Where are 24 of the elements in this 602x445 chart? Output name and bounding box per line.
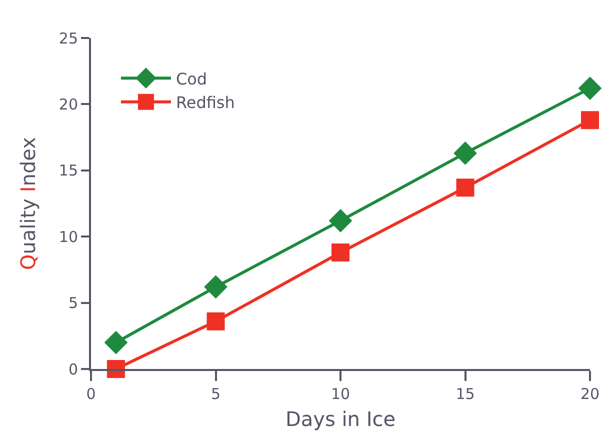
point <box>206 312 225 330</box>
y-axis-title: Quality Index <box>16 136 40 270</box>
point <box>104 330 128 354</box>
point <box>328 209 352 232</box>
y-tick-label: 5 <box>68 294 78 312</box>
point <box>456 178 474 197</box>
y-tick-label: 20 <box>58 95 78 114</box>
y-tick-label: 10 <box>58 228 78 246</box>
point <box>581 111 599 130</box>
x-tick-label: 0 <box>86 385 96 403</box>
point <box>332 243 350 262</box>
y-tick-label: 0 <box>68 360 78 378</box>
x-tick-label: 10 <box>330 385 350 403</box>
point <box>204 275 228 299</box>
y-tick-label: 25 <box>58 29 78 48</box>
x-tick-label: 5 <box>210 385 221 403</box>
point <box>454 141 477 165</box>
legend-label: Cod <box>176 69 208 88</box>
x-tick-label: 15 <box>456 385 475 403</box>
x-tick-label: 20 <box>580 385 600 403</box>
y-tick-label: 15 <box>58 162 78 180</box>
point <box>578 76 602 100</box>
x-axis-title: Days in Ice <box>285 407 396 431</box>
legend-label: Redfish <box>176 93 235 112</box>
